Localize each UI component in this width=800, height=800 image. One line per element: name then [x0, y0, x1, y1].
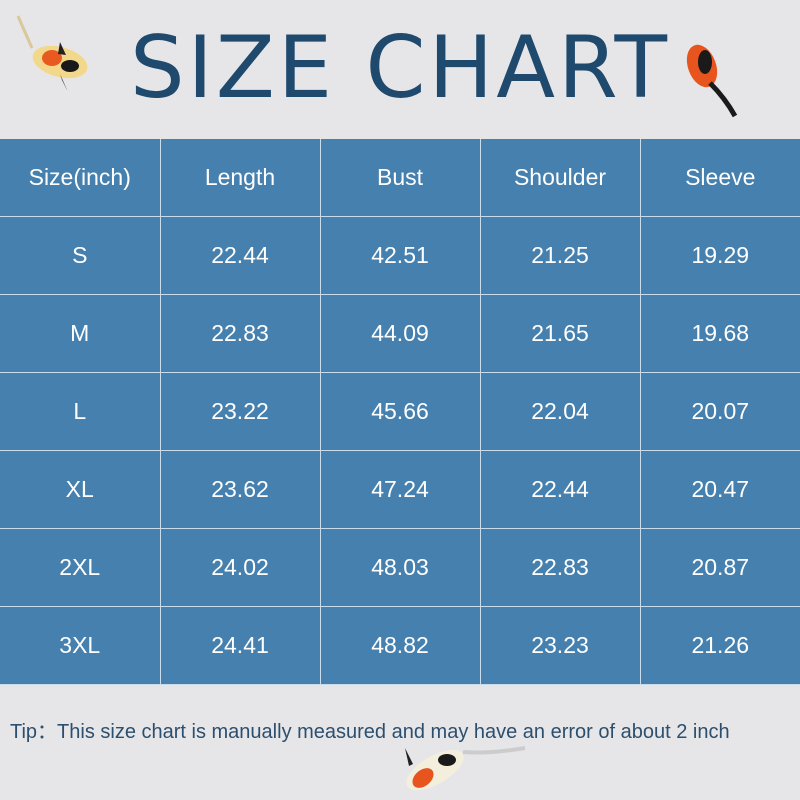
cell-bust: 48.03 — [319, 528, 481, 607]
cell-bust: 48.82 — [319, 606, 481, 685]
cell-length: 23.62 — [159, 450, 321, 529]
table-header-row: Size(inch) Length Bust Shoulder Sleeve — [0, 139, 800, 217]
cell-bust: 42.51 — [319, 216, 481, 295]
koi-fish-icon — [405, 746, 526, 791]
table-row: M 22.83 44.09 21.65 19.68 — [0, 294, 800, 373]
table-row: S 22.44 42.51 21.25 19.29 — [0, 216, 800, 295]
cell-length: 24.02 — [159, 528, 321, 607]
cell-shoulder: 22.04 — [479, 372, 641, 451]
table-row: L 23.22 45.66 22.04 20.07 — [0, 372, 800, 451]
cell-size: 3XL — [0, 606, 161, 685]
size-table: Size(inch) Length Bust Shoulder Sleeve S… — [0, 139, 800, 685]
table-row: 2XL 24.02 48.03 22.83 20.87 — [0, 528, 800, 607]
cell-size: S — [0, 216, 161, 295]
cell-bust: 45.66 — [319, 372, 481, 451]
koi-fish-icon — [16, 15, 88, 90]
cell-shoulder: 22.83 — [479, 528, 641, 607]
cell-bust: 44.09 — [319, 294, 481, 373]
cell-sleeve: 20.87 — [639, 528, 800, 607]
table-row: XL 23.62 47.24 22.44 20.47 — [0, 450, 800, 529]
tip-text: Tip：This size chart is manually measured… — [10, 721, 730, 743]
cell-sleeve: 21.26 — [639, 606, 800, 685]
cell-sleeve: 19.29 — [639, 216, 800, 295]
cell-sleeve: 20.47 — [639, 450, 800, 529]
header-length: Length — [159, 139, 321, 217]
table-row: 3XL 24.41 48.82 23.23 21.26 — [0, 606, 800, 685]
cell-length: 24.41 — [159, 606, 321, 685]
cell-sleeve: 20.07 — [639, 372, 800, 451]
header-shoulder: Shoulder — [479, 139, 641, 217]
cell-shoulder: 23.23 — [479, 606, 641, 685]
cell-sleeve: 19.68 — [639, 294, 800, 373]
cell-shoulder: 22.44 — [479, 450, 641, 529]
cell-bust: 47.24 — [319, 450, 481, 529]
cell-size: M — [0, 294, 161, 373]
cell-shoulder: 21.25 — [479, 216, 641, 295]
header-bust: Bust — [319, 139, 481, 217]
header-sleeve: Sleeve — [639, 139, 800, 217]
cell-length: 23.22 — [159, 372, 321, 451]
header-size: Size(inch) — [0, 139, 161, 217]
cell-length: 22.83 — [159, 294, 321, 373]
cell-size: 2XL — [0, 528, 161, 607]
page-title: SIZE CHART — [129, 18, 671, 118]
koi-fish-icon — [686, 44, 738, 118]
cell-size: L — [0, 372, 161, 451]
cell-size: XL — [0, 450, 161, 529]
cell-shoulder: 21.65 — [479, 294, 641, 373]
cell-length: 22.44 — [159, 216, 321, 295]
